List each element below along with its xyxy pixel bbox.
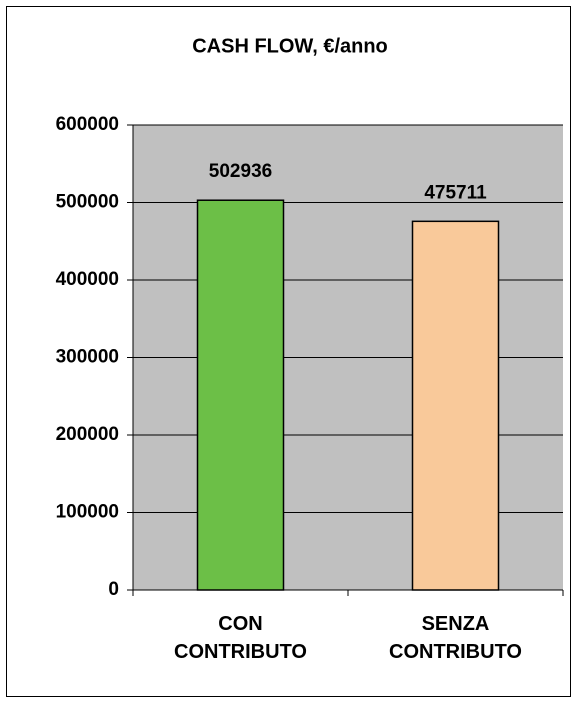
x-tick-label: CON CONTRIBUTO bbox=[174, 613, 307, 663]
data-label: 475711 bbox=[424, 182, 487, 203]
y-tick-label: 200000 bbox=[56, 424, 119, 445]
y-tick-label: 100000 bbox=[56, 502, 119, 523]
y-tick-label: 600000 bbox=[56, 114, 119, 135]
data-label: 502936 bbox=[209, 161, 272, 182]
y-tick-label: 500000 bbox=[56, 192, 119, 213]
x-tick-label: SENZA CONTRIBUTO bbox=[389, 613, 522, 663]
y-tick-label: 300000 bbox=[56, 347, 119, 368]
y-tick-label: 0 bbox=[108, 579, 119, 600]
chart-title: CASH FLOW, €/anno bbox=[192, 35, 388, 57]
y-tick-label: 400000 bbox=[56, 269, 119, 290]
bar bbox=[196, 199, 285, 591]
bar bbox=[411, 220, 500, 591]
